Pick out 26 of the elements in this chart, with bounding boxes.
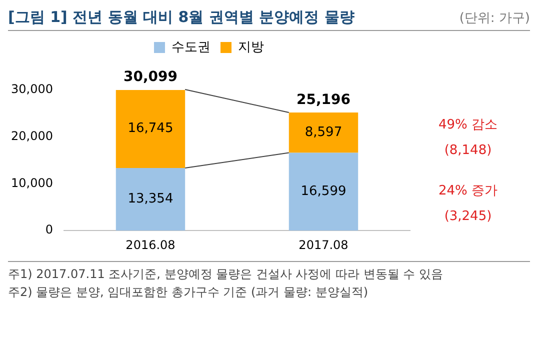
bar (116, 168, 186, 231)
data-label: 16,599 (300, 184, 346, 200)
text: 주1) 2017.07.11 조사기준, 분양예정 물량은 건설사 사정에 따라 변동될 수 있음 (8, 266, 444, 283)
y-tick-label: 20,000 (10, 128, 53, 143)
x-tick-label: 2016.08 (126, 238, 176, 252)
text: 24% 증가 (438, 184, 498, 199)
legend-label: 수도권 (172, 40, 210, 55)
legend-label: 지방 (238, 40, 264, 55)
y-tick-label: 10,000 (10, 176, 53, 190)
text: 주2) 물량은 분양, 임대포함한 총가구수 기준 (과거 물량: 분양실적) (8, 284, 370, 301)
total-label: 25,196 (296, 92, 351, 108)
x-tick-label: 2017.08 (298, 238, 348, 252)
data-label: 13,354 (128, 192, 174, 207)
total-label: 30,099 (123, 69, 178, 86)
chart-title: [그림 1] 전년 동월 대비 8월 권역별 분양예정 물량 (8, 8, 354, 27)
text: (8,148) (444, 142, 492, 158)
bar (288, 152, 358, 231)
text: (3,245) (444, 208, 492, 224)
data-label: 8,597 (304, 125, 342, 140)
y-tick-label: 30,000 (10, 82, 53, 96)
bar (116, 90, 186, 168)
data-label: 16,745 (128, 121, 174, 136)
text: (단위: 가구) (459, 10, 530, 27)
text: 49% 감소 (438, 118, 498, 133)
y-tick-label: 0 (45, 222, 53, 237)
bar (288, 112, 358, 153)
